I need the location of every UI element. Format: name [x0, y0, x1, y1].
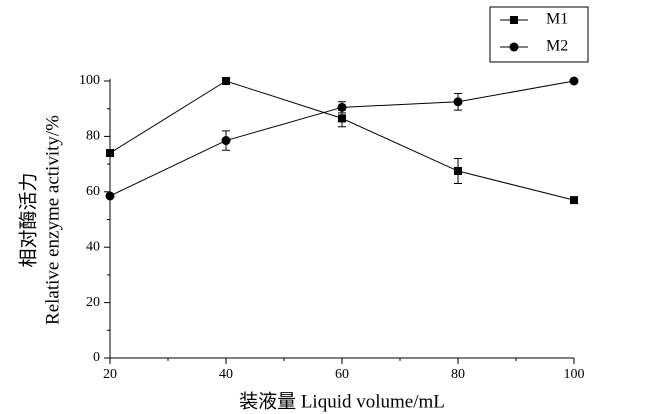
legend-marker	[510, 16, 518, 24]
x-tick-label: 100	[564, 367, 585, 382]
data-point	[221, 136, 231, 146]
y-axis-label: 相对酶活力	[17, 172, 39, 267]
data-point	[453, 97, 463, 107]
y-tick-label: 60	[86, 184, 100, 199]
data-point	[454, 167, 462, 176]
data-point	[337, 102, 347, 112]
data-point	[569, 76, 579, 86]
legend-box	[489, 6, 589, 63]
y-tick-label: 80	[86, 129, 100, 144]
x-tick-label: 60	[335, 367, 349, 382]
data-point	[106, 149, 114, 158]
series-line	[109, 80, 575, 201]
data-point	[338, 114, 346, 123]
data-point	[570, 196, 578, 205]
legend-label: M2	[546, 38, 568, 55]
legend-marker	[509, 42, 519, 52]
x-tick-label: 80	[451, 367, 465, 382]
legend-label: M1	[546, 11, 568, 28]
y-tick-label: 40	[86, 239, 100, 254]
x-tick-label: 40	[219, 367, 233, 382]
series-line	[109, 80, 575, 197]
data-point	[222, 77, 230, 85]
y-tick-label: 100	[79, 73, 100, 88]
y-tick-label: 20	[86, 295, 100, 310]
y-tick-label: 0	[93, 350, 100, 365]
x-axis-label: 装液量 Liquid volume/mL	[239, 390, 445, 412]
y-axis-label: Relative enzyme activity/%	[42, 115, 63, 325]
data-point	[105, 191, 115, 201]
x-tick-label: 20	[103, 367, 117, 382]
